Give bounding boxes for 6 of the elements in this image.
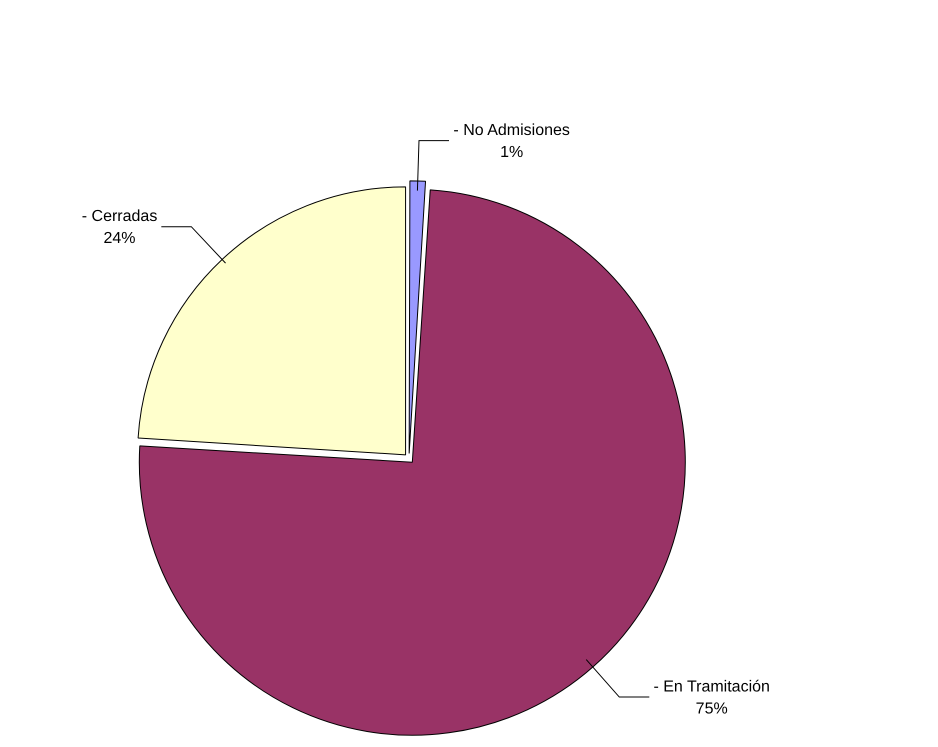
data-label: 1% <box>500 144 524 162</box>
data-label: 24% <box>104 230 136 248</box>
slice-label: - No Admisiones <box>453 122 570 140</box>
data-label: 75% <box>696 700 728 718</box>
slice-label: - Cerradas <box>82 208 158 226</box>
slice-label: - En Tramitación <box>653 678 770 696</box>
